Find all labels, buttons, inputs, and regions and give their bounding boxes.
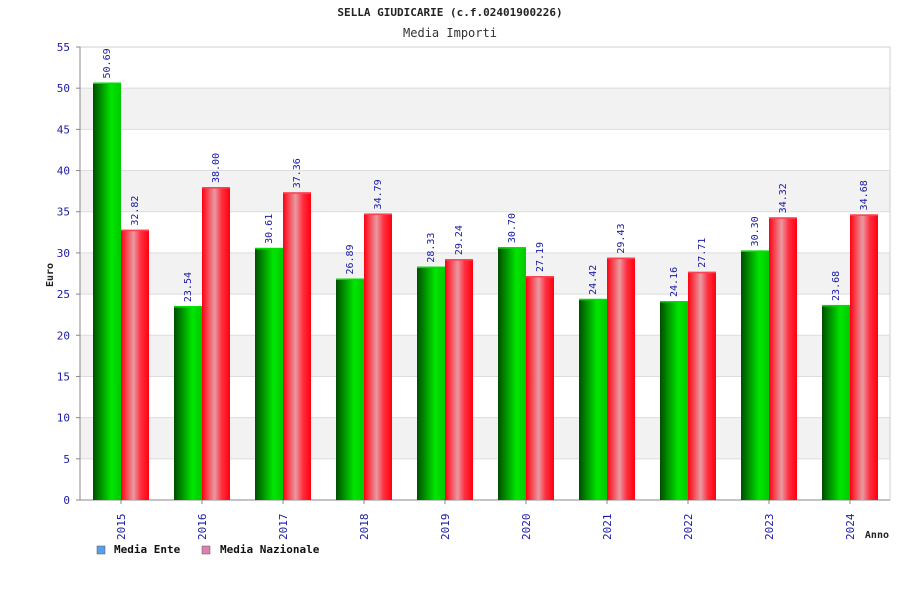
bar-media-nazionale-top [526,276,554,278]
value-label-media-ente: 50.69 [102,48,113,78]
legend-label-media-nazionale: Media Nazionale [220,543,320,556]
y-tick-label: 10 [57,412,70,425]
bar-media-ente [579,298,607,500]
value-label-media-ente: 28.33 [426,233,437,263]
bar-media-ente [93,82,121,501]
plot-band [80,88,890,130]
bar-media-nazionale [607,257,635,500]
value-labels: 50.69 32.82 23.54 38.00 30.61 37.36 26.89 34.79… [102,48,870,302]
legend-label-media-ente: Media Ente [114,543,181,556]
legend: Media Ente Media Nazionale [96,543,320,556]
plot-band [80,170,890,212]
y-tick-label: 30 [57,247,70,260]
y-tick-label: 50 [57,82,70,95]
x-tick-label: 2023 [763,514,776,541]
value-label-media-nazionale: 29.24 [454,225,465,255]
bar-media-nazionale [445,259,473,500]
bar-media-ente-top [93,82,121,84]
x-axis-ticks: 2015 2016 2017 2018 2019 2020 2021 2022 2023 2024 [115,500,857,540]
value-label-media-ente: 23.68 [831,271,842,301]
value-label-media-nazionale: 34.68 [859,180,870,210]
y-tick-label: 20 [57,329,70,342]
bar-media-nazionale [121,229,149,500]
x-tick-label: 2018 [358,514,371,541]
y-tick-label: 55 [57,41,70,54]
value-label-media-ente: 26.89 [345,244,356,274]
y-tick-label: 5 [63,453,70,466]
x-tick-label: 2016 [196,514,209,541]
value-label-media-ente: 24.42 [588,265,599,295]
bar-media-nazionale [850,214,878,500]
bar-media-nazionale [202,187,230,500]
bar-media-ente-top [336,278,364,281]
bar-media-ente [498,247,526,500]
bar-media-ente [255,247,283,500]
y-axis-ticks: 0 5 10 15 20 25 30 35 40 45 50 55 [57,41,80,507]
bar-media-ente [822,304,850,500]
bar-media-nazionale-top [769,217,797,219]
value-label-media-nazionale: 34.32 [778,183,789,213]
bar-media-nazionale [688,271,716,500]
bar-media-ente-top [174,306,202,308]
y-tick-label: 45 [57,123,70,136]
bar-media-ente [741,250,769,500]
value-label-media-ente: 30.30 [750,216,761,246]
legend-swatch-media-nazionale [201,545,211,555]
x-tick-label: 2022 [682,514,695,541]
chart-title: SELLA GIUDICARIE (c.f.02401900226) [337,6,562,19]
bar-media-ente-top [255,247,283,250]
value-label-media-nazionale: 34.79 [373,179,384,209]
bar-media-ente-top [417,266,445,269]
value-label-media-nazionale: 27.71 [697,238,708,268]
value-label-media-ente: 24.16 [669,267,680,297]
x-tick-label: 2024 [844,513,857,540]
value-label-media-nazionale: 27.19 [535,242,546,272]
value-label-media-nazionale: 29.43 [616,223,627,253]
bar-media-nazionale [526,276,554,500]
bar-media-nazionale-top [688,271,716,274]
x-tick-label: 2021 [601,514,614,541]
bar-media-ente [660,301,688,500]
bar-media-ente-top [741,250,769,252]
y-tick-label: 0 [63,494,70,507]
value-label-media-nazionale: 37.36 [292,158,303,188]
bar-media-ente [174,306,202,500]
bar-media-nazionale [769,217,797,500]
x-tick-label: 2015 [115,514,128,541]
bar-media-ente [336,278,364,500]
bar-media-ente-top [579,298,607,301]
x-tick-label: 2020 [520,514,533,541]
bar-media-ente [417,266,445,500]
bar-media-nazionale-top [445,259,473,261]
bar-media-nazionale [364,213,392,500]
bar-media-nazionale-top [121,229,149,232]
bar-media-nazionale-top [202,187,230,189]
value-label-media-ente: 23.54 [183,272,194,302]
bar-media-nazionale-top [850,214,878,216]
y-axis-label: Euro [45,263,56,287]
value-label-media-ente: 30.70 [507,213,518,243]
bar-media-ente-top [660,301,688,303]
bar-media-nazionale-top [283,192,311,194]
legend-swatch-media-ente [96,545,106,555]
value-label-media-nazionale: 32.82 [130,196,141,226]
bar-media-ente-top [822,304,850,307]
y-tick-label: 15 [57,370,70,383]
chart-subtitle: Media Importi [403,26,497,40]
bar-media-nazionale-top [607,257,635,260]
bar-media-ente-top [498,247,526,249]
x-axis-label: Anno [865,530,889,541]
value-label-media-nazionale: 38.00 [211,153,222,183]
bar-media-nazionale-top [364,213,392,215]
y-tick-label: 35 [57,206,70,219]
x-tick-label: 2017 [277,514,290,541]
y-tick-label: 40 [57,165,70,178]
bar-media-nazionale [283,192,311,500]
value-label-media-ente: 30.61 [264,214,275,244]
x-tick-label: 2019 [439,514,452,541]
bars [93,82,878,501]
y-tick-label: 25 [57,288,70,301]
